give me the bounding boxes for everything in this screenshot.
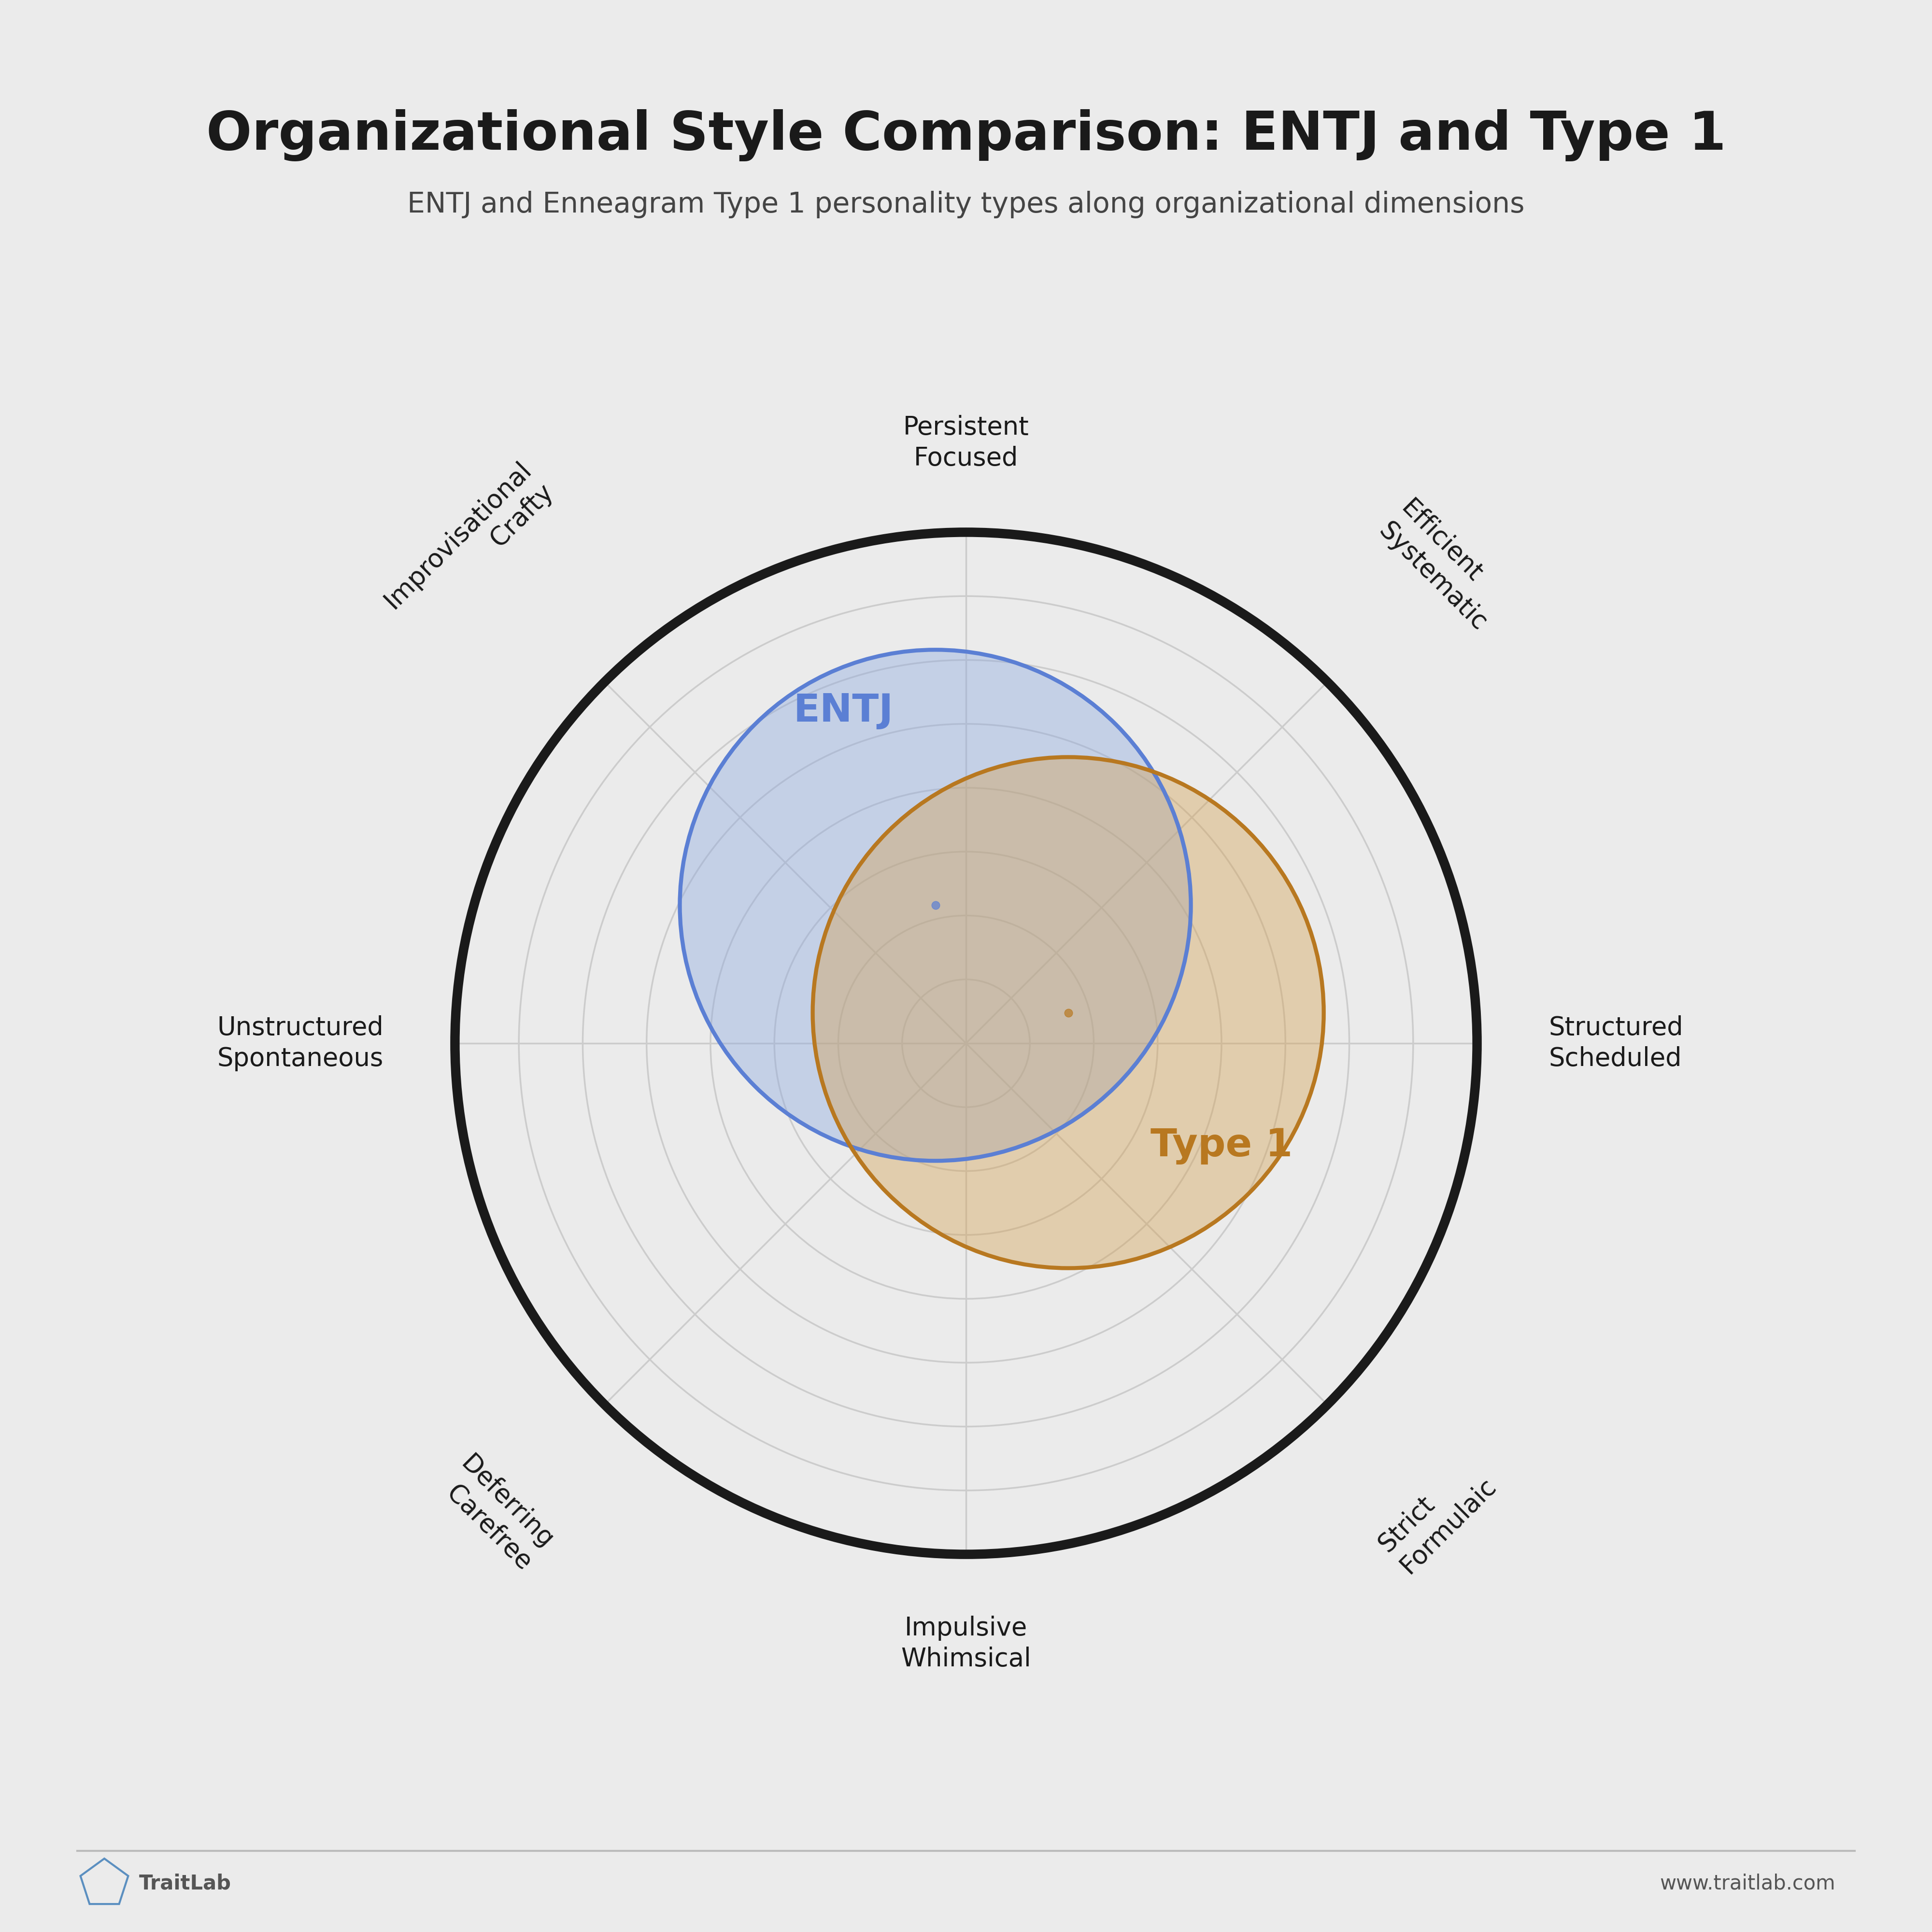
Text: Impulsive
Whimsical: Impulsive Whimsical xyxy=(900,1615,1032,1671)
Text: www.traitlab.com: www.traitlab.com xyxy=(1660,1874,1835,1893)
Text: Structured
Scheduled: Structured Scheduled xyxy=(1549,1014,1683,1072)
Circle shape xyxy=(813,757,1323,1267)
Text: Improvisational
Crafty: Improvisational Crafty xyxy=(379,456,558,636)
Text: Strict
Formulaic: Strict Formulaic xyxy=(1374,1451,1501,1578)
Text: Unstructured
Spontaneous: Unstructured Spontaneous xyxy=(216,1014,383,1072)
Text: Persistent
Focused: Persistent Focused xyxy=(902,415,1030,471)
Text: Deferring
Carefree: Deferring Carefree xyxy=(435,1451,558,1575)
Circle shape xyxy=(680,649,1190,1161)
Text: ENTJ: ENTJ xyxy=(794,692,893,730)
Text: Efficient
Systematic: Efficient Systematic xyxy=(1374,497,1513,636)
Text: ENTJ and Enneagram Type 1 personality types along organizational dimensions: ENTJ and Enneagram Type 1 personality ty… xyxy=(408,191,1524,218)
Text: Organizational Style Comparison: ENTJ and Type 1: Organizational Style Comparison: ENTJ an… xyxy=(207,108,1725,162)
Text: Type 1: Type 1 xyxy=(1150,1126,1293,1165)
Text: TraitLab: TraitLab xyxy=(139,1874,232,1893)
